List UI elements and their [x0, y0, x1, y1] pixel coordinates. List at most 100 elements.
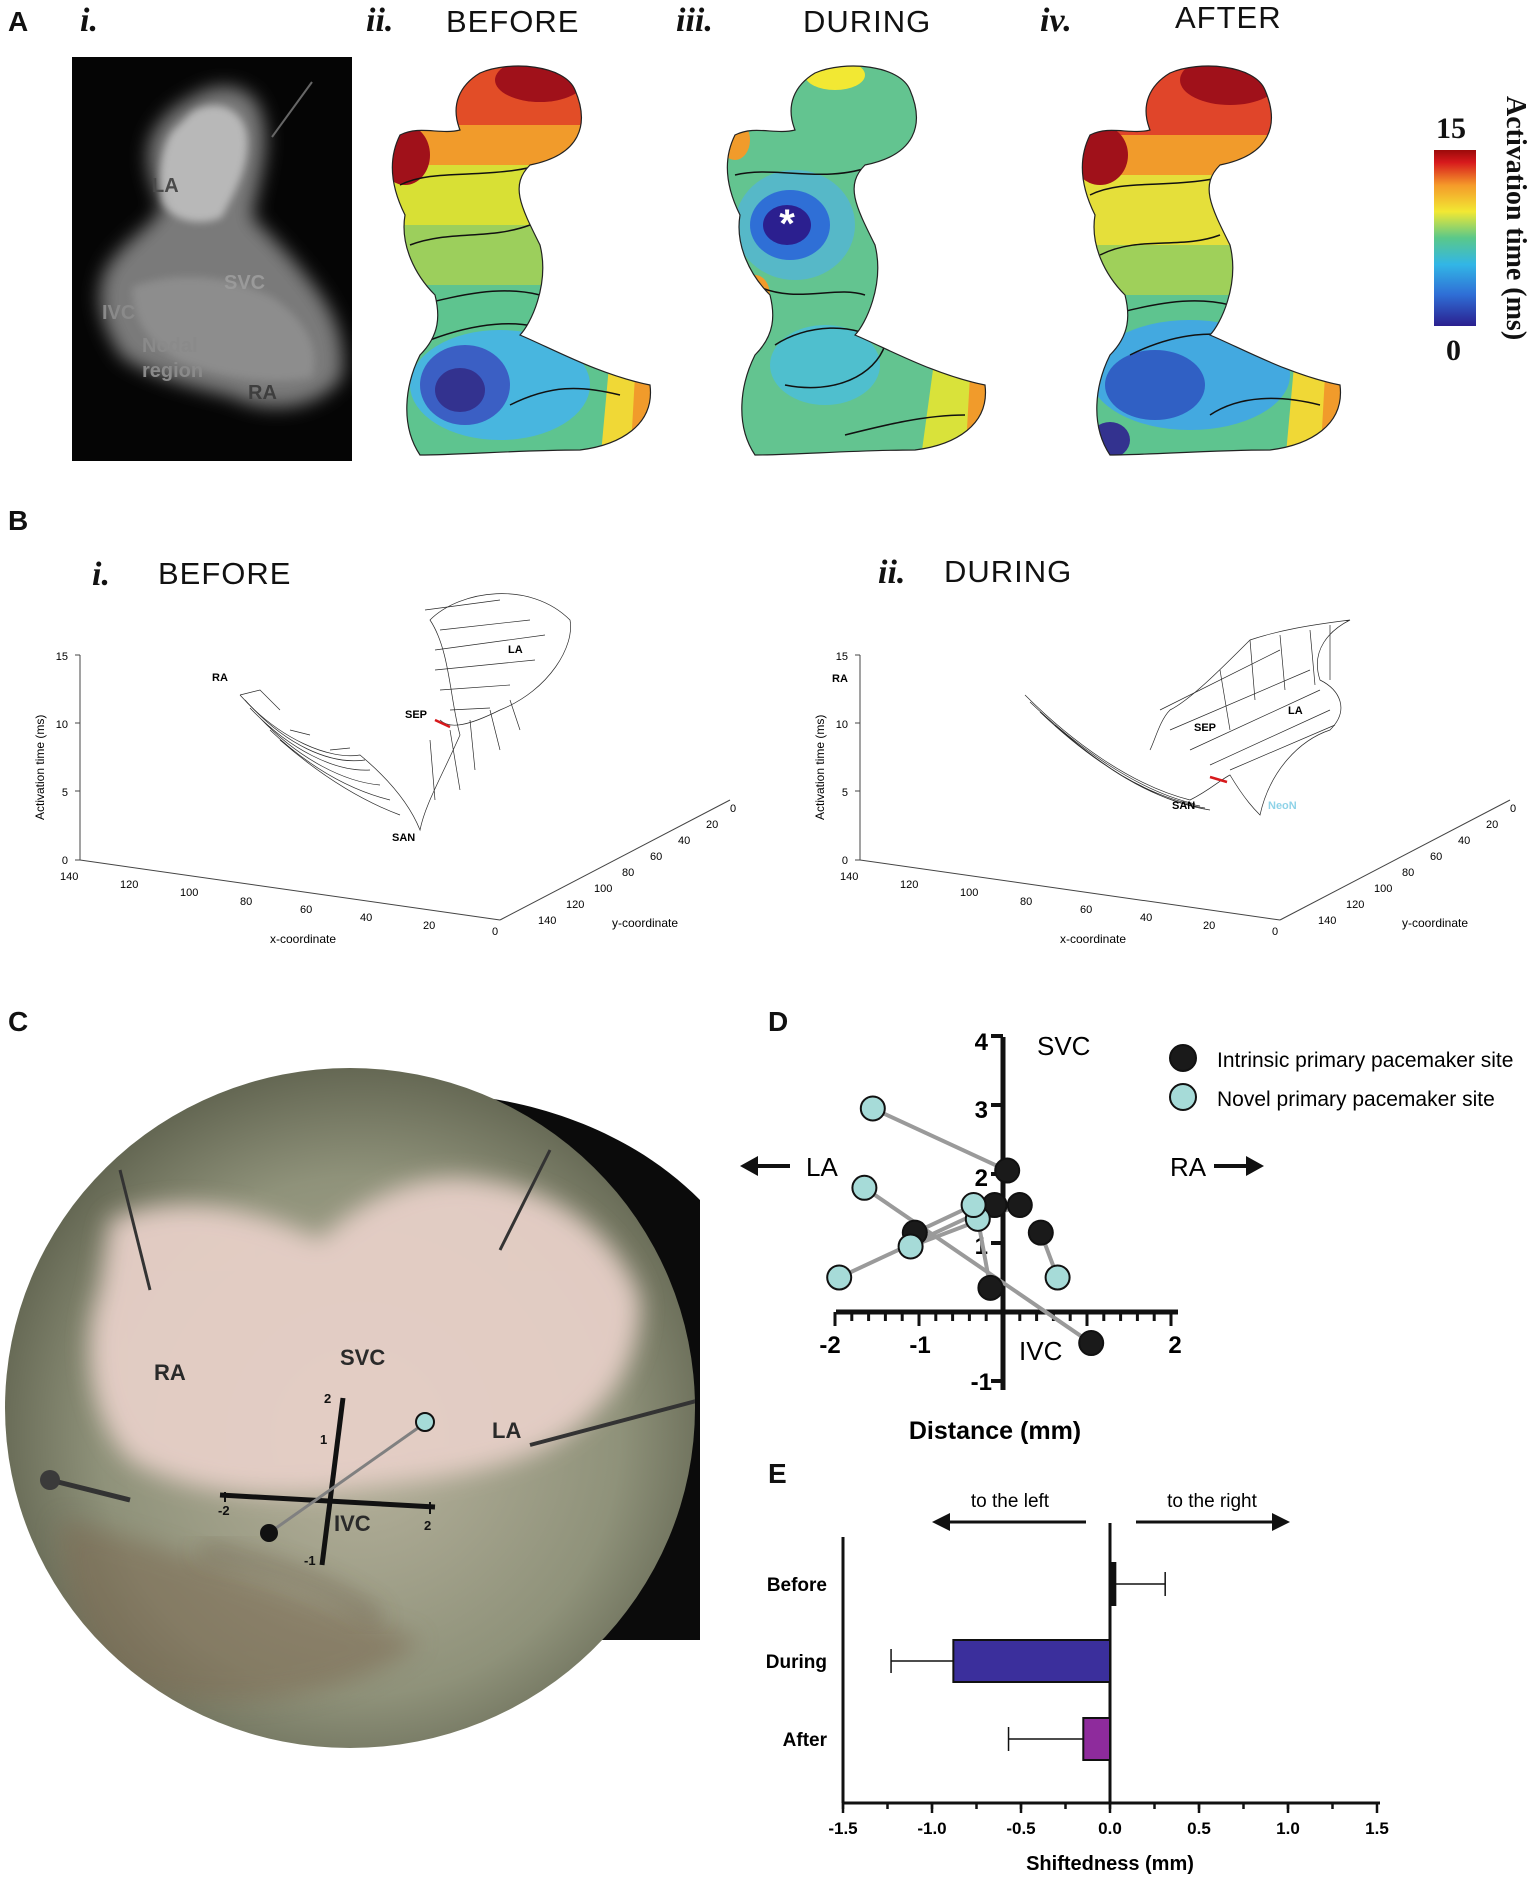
- panel-letter-a: A: [8, 6, 29, 37]
- e-left-arrow: [932, 1513, 1086, 1531]
- e-xtick-label: 0.0: [1098, 1819, 1122, 1838]
- c-label-ra: RA: [154, 1360, 186, 1385]
- b1-y-tick-100: 100: [594, 883, 612, 895]
- photo-label-svc: SVC: [224, 272, 266, 294]
- e-category-after: After: [783, 1730, 828, 1751]
- c-tick-x-right: 2: [424, 1518, 431, 1533]
- b2-x-tick-0: 0: [1272, 926, 1278, 938]
- b2-y-tick-60: 60: [1430, 851, 1442, 863]
- d-label-la: LA: [806, 1152, 838, 1182]
- d-label-ivc: IVC: [1019, 1336, 1062, 1366]
- b1-label-sep: SEP: [405, 709, 427, 721]
- d-point-intrinsic: [1006, 1192, 1033, 1219]
- b1-label-ra: RA: [212, 672, 228, 684]
- b2-y-tick-120: 120: [1346, 899, 1364, 911]
- panel-a-roman-2: ii.: [366, 2, 394, 39]
- c-tick-y-bottom: -1: [304, 1553, 316, 1568]
- panel-a-fluorescence-image: LA SVC IVC Nodal region RA: [72, 57, 352, 461]
- c-label-la: LA: [492, 1418, 521, 1443]
- c-intrinsic-site-marker: [260, 1524, 278, 1542]
- d-label-svc: SVC: [1037, 1031, 1090, 1061]
- d-ytick-4: 4: [975, 1029, 989, 1056]
- surface-plot-during: 15 10 5 0 Activation time (ms) 140 120 1…: [813, 619, 1516, 946]
- d-point-novel: [960, 1192, 987, 1219]
- panel-letter-d: D: [768, 1006, 789, 1037]
- panel-letter-b: B: [8, 505, 29, 536]
- d-xtick-neg1: -1: [909, 1332, 930, 1359]
- b2-z-label: Activation time (ms): [813, 715, 827, 820]
- e-xlabel: Shiftedness (mm): [1026, 1853, 1194, 1875]
- b1-y-tick-60: 60: [650, 851, 662, 863]
- b2-label-ra: RA: [832, 673, 848, 685]
- d-xtick-neg2: -2: [819, 1332, 840, 1359]
- b1-sep-marker: [434, 718, 451, 729]
- panel-letter-e: E: [768, 1458, 787, 1489]
- d-point-novel: [897, 1233, 924, 1260]
- e-xtick-label: -0.5: [1006, 1819, 1035, 1838]
- b1-x-label: x-coordinate: [270, 932, 336, 946]
- b2-z-tick-10: 10: [836, 719, 848, 731]
- e-bar-after: [1082, 1717, 1111, 1761]
- activation-map-during: *: [726, 65, 986, 456]
- d-legend-novel: Novel primary pacemaker site: [1217, 1088, 1495, 1111]
- b2-z-tick-15: 15: [836, 651, 848, 663]
- b2-y-tick-80: 80: [1402, 867, 1414, 879]
- b1-y-tick-20: 20: [706, 819, 718, 831]
- e-right-text: to the right: [1167, 1491, 1257, 1512]
- b1-x-tick-120: 120: [120, 879, 138, 891]
- b2-y-label: y-coordinate: [1402, 916, 1468, 930]
- b1-z-tick-5: 5: [62, 787, 68, 799]
- pacemaker-star: *: [779, 202, 795, 246]
- d-legend-marker-intrinsic: [1169, 1044, 1197, 1072]
- panel-d-scatter: -2 -1 2 4 3 2 1 -1 SVC IVC LA RA Intrins…: [740, 1029, 1513, 1445]
- d-point-novel: [1044, 1264, 1071, 1291]
- panel-b-title-during: DURING: [944, 554, 1073, 589]
- b1-mesh: [239, 593, 571, 832]
- d-ra-arrow: [1214, 1156, 1264, 1176]
- e-bar-during: [952, 1639, 1111, 1683]
- b1-z-tick-15: 15: [56, 651, 68, 663]
- d-ytick-3: 3: [975, 1097, 988, 1124]
- colorbar-max: 15: [1436, 112, 1466, 145]
- colorbar: [1434, 150, 1476, 326]
- b1-y-tick-0: 0: [730, 803, 736, 815]
- heart-silhouette: [99, 81, 343, 408]
- b1-y-tick-140: 140: [538, 915, 556, 927]
- d-pair-line: [871, 1106, 1009, 1173]
- photo-label-ivc: IVC: [102, 302, 136, 324]
- d-point-novel: [826, 1264, 853, 1291]
- b1-y-tick-40: 40: [678, 835, 690, 847]
- b1-x-tick-40: 40: [360, 912, 372, 924]
- d-xlabel: Distance (mm): [909, 1417, 1081, 1445]
- panel-a-title-after: AFTER: [1175, 0, 1282, 35]
- b1-x-tick-0: 0: [492, 926, 498, 938]
- photo-label-la: LA: [152, 175, 179, 197]
- b1-x-tick-60: 60: [300, 904, 312, 916]
- b2-x-tick-140: 140: [840, 871, 858, 883]
- d-point-intrinsic: [1078, 1330, 1105, 1357]
- panel-a-roman-1: i.: [80, 2, 98, 39]
- colorbar-title-wrap: Activation time (ms): [1495, 96, 1535, 386]
- e-bar-before: [1109, 1562, 1117, 1606]
- d-ytick-2: 2: [975, 1165, 988, 1192]
- panel-a-title-during: DURING: [803, 4, 932, 39]
- photo-label-nodal: Nodal: [142, 335, 198, 357]
- d-point-novel: [859, 1095, 886, 1122]
- e-left-text: to the left: [971, 1491, 1050, 1512]
- b2-label-san: SAN: [1172, 800, 1195, 812]
- colorbar-min: 0: [1446, 334, 1461, 367]
- photo-label-region: region: [142, 360, 204, 382]
- panel-b-roman-2: ii.: [878, 554, 906, 591]
- b1-y-tick-120: 120: [566, 899, 584, 911]
- c-tick-y-mid: 1: [320, 1432, 327, 1447]
- e-xtick-label: 1.0: [1276, 1819, 1300, 1838]
- b2-x-label: x-coordinate: [1060, 932, 1126, 946]
- b2-z-tick-0: 0: [842, 855, 848, 867]
- e-xtick-label: 0.5: [1187, 1819, 1211, 1838]
- b1-x-tick-20: 20: [423, 920, 435, 932]
- c-tick-x-left: -2: [218, 1503, 230, 1518]
- b2-label-la: LA: [1288, 705, 1303, 717]
- b2-mesh: [1024, 619, 1351, 816]
- b2-y-tick-20: 20: [1486, 819, 1498, 831]
- b1-x-tick-100: 100: [180, 887, 198, 899]
